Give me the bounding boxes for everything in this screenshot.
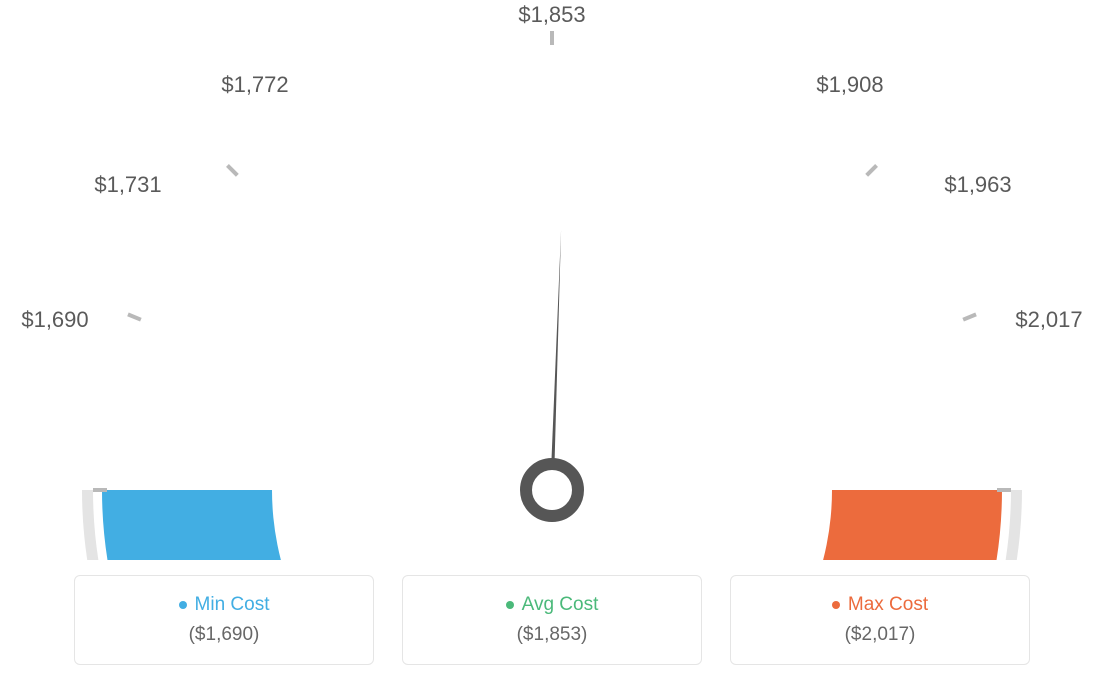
legend-card-avg: Avg Cost ($1,853) xyxy=(402,575,702,665)
gauge-tick-label: $1,853 xyxy=(518,2,585,28)
legend-title-text: Max Cost xyxy=(848,594,928,616)
dot-icon xyxy=(832,601,840,609)
legend-title-avg: Avg Cost xyxy=(506,594,599,616)
legend-title-text: Avg Cost xyxy=(522,594,599,616)
gauge-tick-label: $1,908 xyxy=(816,72,883,98)
legend-value-min: ($1,690) xyxy=(189,624,260,646)
legend-card-min: Min Cost ($1,690) xyxy=(74,575,374,665)
dot-icon xyxy=(179,601,187,609)
legend-value-avg: ($1,853) xyxy=(517,624,588,646)
gauge-tick-label: $1,690 xyxy=(21,307,88,333)
legend-title-min: Min Cost xyxy=(179,594,270,616)
gauge-tick-label: $1,731 xyxy=(94,172,161,198)
dot-icon xyxy=(506,601,514,609)
legend-title-max: Max Cost xyxy=(832,594,928,616)
legend-row: Min Cost ($1,690) Avg Cost ($1,853) Max … xyxy=(0,575,1104,665)
gauge-tick-label: $1,963 xyxy=(944,172,1011,198)
legend-value-max: ($2,017) xyxy=(845,624,916,646)
gauge-tick-label: $1,772 xyxy=(221,72,288,98)
gauge-tick-label: $2,017 xyxy=(1015,307,1082,333)
gauge-svg xyxy=(0,0,1104,560)
gauge-chart: $1,690 $1,731 $1,772 $1,853 $1,908 $1,963 $2,0… xyxy=(0,0,1104,560)
legend-title-text: Min Cost xyxy=(195,594,270,616)
legend-card-max: Max Cost ($2,017) xyxy=(730,575,1030,665)
